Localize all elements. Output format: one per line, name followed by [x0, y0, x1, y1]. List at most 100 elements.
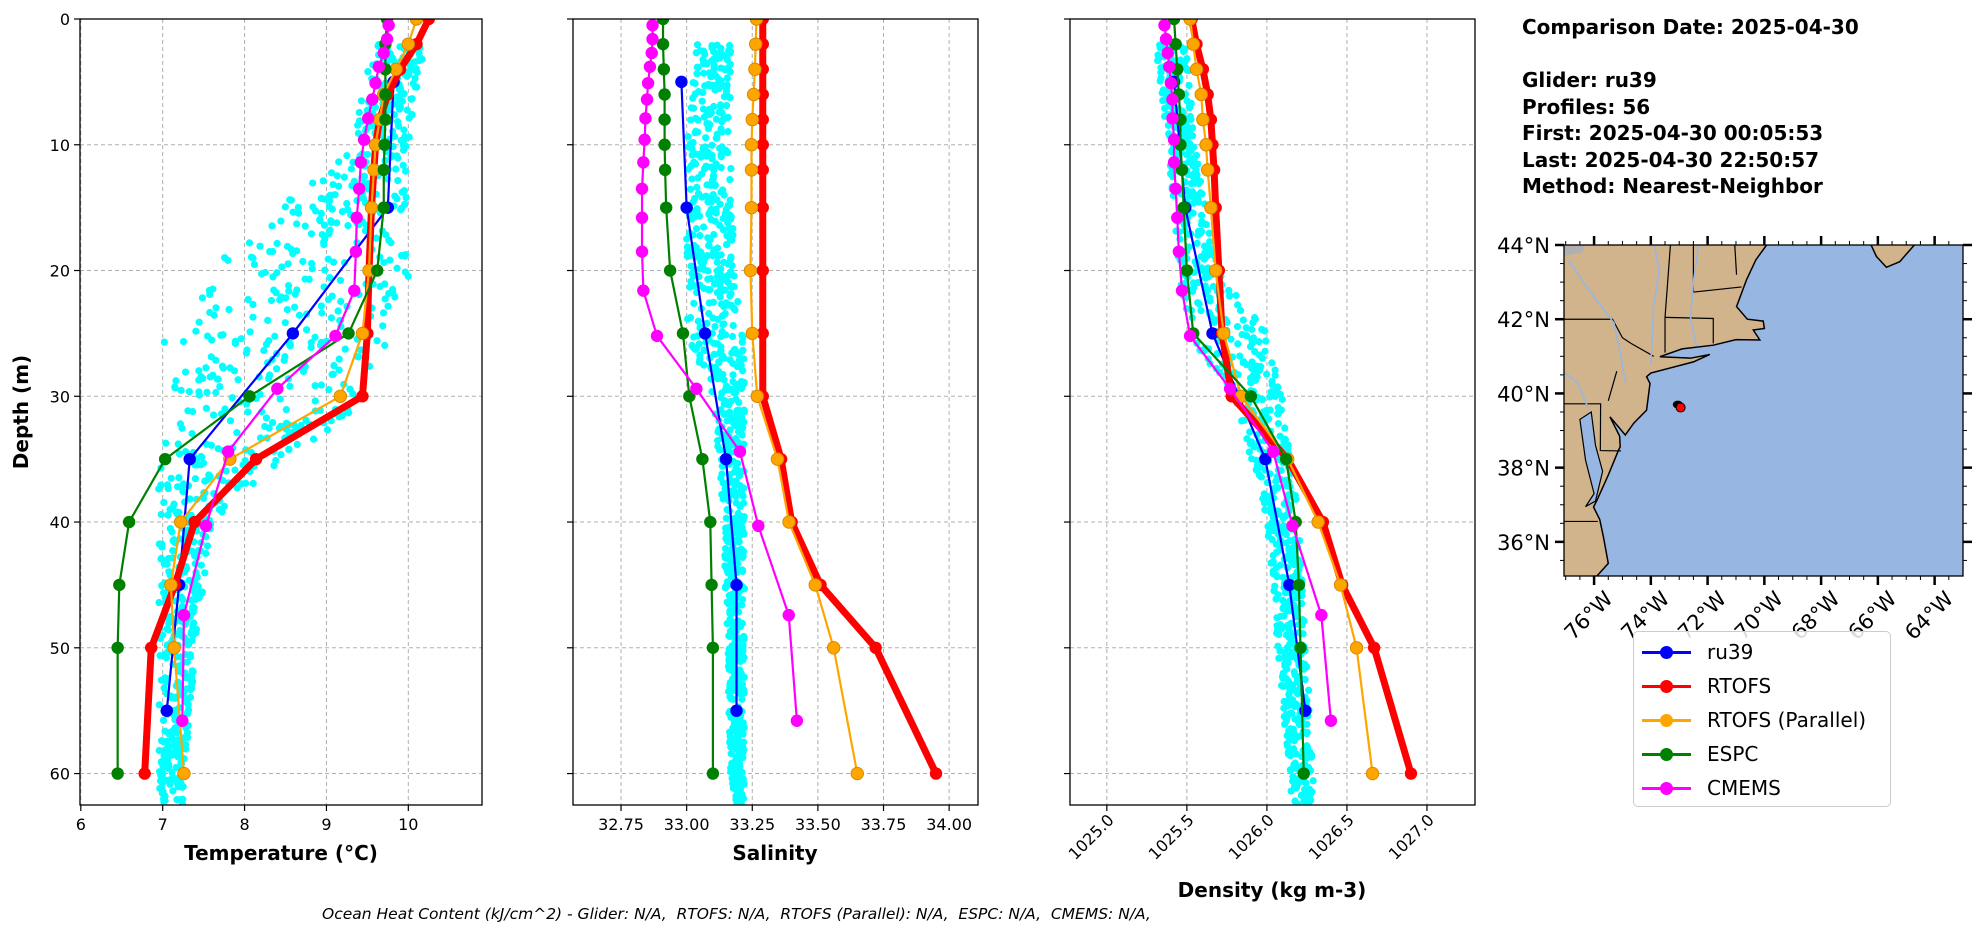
glider-scatter-point — [1272, 595, 1280, 603]
glider-scatter-point — [728, 262, 736, 270]
data-point-espc — [158, 452, 172, 466]
glider-scatter-point — [726, 732, 734, 740]
glider-scatter-point — [203, 332, 212, 340]
data-point-cmems — [350, 211, 363, 224]
glider-scatter-point — [691, 90, 699, 98]
glider-scatter-point — [688, 175, 696, 183]
glider-scatter-point — [341, 345, 349, 353]
glider-scatter-point — [1252, 456, 1260, 464]
glider-scatter-point — [704, 198, 712, 206]
glider-scatter-point — [190, 619, 198, 627]
glider-scatter-point — [1272, 477, 1280, 486]
glider-scatter-point — [174, 483, 182, 491]
axes-frame — [79, 18, 483, 806]
data-point-espc — [658, 88, 671, 101]
series-line-ru39 — [680, 81, 738, 711]
glider-scatter-point — [201, 569, 209, 577]
glider-scatter-point — [177, 780, 185, 788]
glider-scatter-point — [244, 295, 252, 304]
data-point-rtofs-parallel — [743, 263, 758, 278]
data-point-rtofs-parallel — [782, 515, 796, 529]
glider-scatter-point — [209, 411, 218, 419]
glider-scatter-point — [727, 253, 735, 261]
glider-scatter-point — [1180, 45, 1189, 53]
glider-scatter-point — [706, 110, 714, 119]
glider-scatter-point — [711, 247, 719, 256]
glider-scatter-point — [401, 252, 409, 260]
glider-scatter-point — [727, 750, 735, 758]
glider-scatter-point — [197, 561, 205, 569]
glider-scatter-point — [201, 477, 209, 485]
lat-tick-label: 38°N — [1497, 457, 1550, 481]
glider-scatter-point — [693, 41, 702, 49]
glider-scatter-point — [318, 231, 326, 239]
legend-label: RTOFS (Parallel) — [1707, 708, 1867, 732]
glider-scatter-point — [179, 795, 187, 803]
glider-scatter-point — [1245, 448, 1253, 456]
glider-scatter-point — [184, 700, 192, 709]
glider-scatter-point — [1286, 651, 1294, 659]
glider-scatter-point — [737, 378, 746, 386]
data-point-cmems — [271, 382, 284, 395]
glider-scatter-point — [163, 560, 171, 568]
glider-scatter-point — [1288, 765, 1296, 773]
plot-area — [111, 19, 435, 805]
glider-scatter-point — [1253, 373, 1261, 381]
data-point-rtofs-parallel — [745, 112, 759, 127]
glider-scatter-point — [277, 450, 285, 459]
glider-scatter-point — [697, 258, 705, 266]
data-point-rtofs-parallel — [167, 641, 181, 655]
glider-scatter-point — [727, 737, 735, 745]
glider-scatter-point — [224, 256, 232, 264]
data-point-cmems — [646, 32, 659, 46]
data-point-espc — [122, 515, 136, 529]
data-point-rtofs-parallel — [750, 389, 764, 403]
glider-scatter-point — [326, 274, 334, 282]
glider-scatter-point — [302, 326, 311, 334]
data-point-cmems — [752, 519, 765, 533]
glider-scatter-point — [706, 236, 714, 244]
glider-scatter-point — [309, 179, 317, 187]
data-point-rtofs-parallel — [748, 37, 763, 51]
glider-scatter-point — [1190, 154, 1198, 162]
glider-scatter-point — [698, 97, 706, 105]
glider-scatter-point — [181, 368, 190, 376]
glider-scatter-point — [1234, 301, 1242, 309]
data-point-rtofs — [756, 264, 769, 277]
glider-scatter-point — [693, 70, 701, 78]
glider-scatter-point — [249, 300, 257, 309]
legend-swatch — [1642, 781, 1691, 795]
glider-scatter-point — [166, 505, 174, 514]
data-point-cmems — [1169, 182, 1182, 195]
glider-scatter-point — [175, 753, 184, 761]
glider-scatter-point — [385, 106, 393, 114]
glider-scatter-point — [1289, 777, 1297, 785]
river — [1650, 245, 1661, 364]
glider-scatter-point — [718, 352, 727, 360]
glider-scatter-point — [719, 370, 727, 379]
series-line-ru39 — [165, 81, 395, 711]
glider-scatter-point — [1283, 644, 1291, 652]
glider-scatter-point — [712, 205, 720, 213]
glider-scatter-point — [372, 234, 380, 242]
data-point-rtofs-parallel — [1186, 37, 1200, 51]
glider-scatter-point — [182, 447, 190, 456]
glider-scatter-point — [186, 686, 195, 694]
glider-scatter-point — [1246, 428, 1254, 436]
glider-scatter-point — [726, 426, 734, 434]
glider-scatter-point — [310, 435, 318, 443]
data-point-cmems — [369, 76, 382, 90]
glider-scatter-point — [738, 595, 747, 604]
glider-scatter-point — [726, 41, 734, 50]
glider-scatter-point — [736, 690, 744, 698]
glider-scatter-point — [740, 418, 748, 426]
glider-scatter-point — [1189, 287, 1197, 295]
glider-scatter-point — [700, 69, 708, 77]
legend: ru39 RTOFS RTOFS (Parallel) ESPC CMEMS — [1633, 631, 1891, 807]
glider-scatter-point — [710, 65, 718, 73]
glider-scatter-point — [185, 387, 193, 396]
glider-scatter-point — [1284, 659, 1292, 667]
glider-scatter-point — [281, 319, 289, 327]
glider-scatter-point — [1277, 681, 1286, 690]
glider-scatter-point — [249, 313, 257, 321]
